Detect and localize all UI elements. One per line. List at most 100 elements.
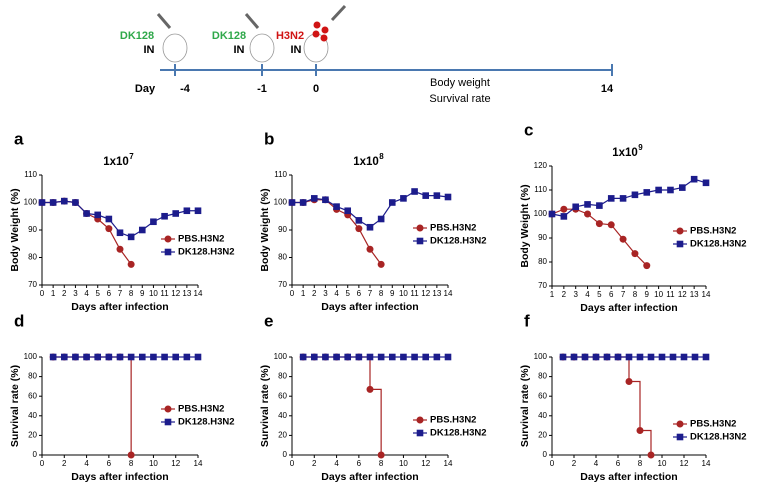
marker: [377, 451, 385, 459]
x-tick-label: 10: [149, 289, 158, 298]
marker: [631, 191, 639, 199]
x-tick-label: 10: [399, 459, 408, 468]
chart-title: 1x10: [103, 156, 129, 168]
route-label: IN: [291, 44, 302, 56]
marker: [614, 353, 622, 361]
marker: [194, 353, 202, 361]
y-tick-label: 80: [538, 372, 547, 381]
marker: [355, 353, 363, 361]
x-tick-label: 0: [290, 459, 295, 468]
marker: [83, 210, 90, 217]
y-tick-label: 100: [534, 352, 548, 361]
y-axis-label: Survival rate (%): [9, 365, 21, 447]
marker: [49, 199, 57, 206]
marker: [344, 207, 352, 215]
panel-chart: f 0 20 40 60 80 100 0 2 4 6 8 10 12 14 Days after infec…: [519, 311, 747, 482]
marker: [310, 353, 318, 361]
y-tick-label: 60: [278, 391, 287, 400]
legend-label: PBS.H3N2: [690, 226, 736, 237]
marker: [116, 353, 124, 361]
panel-chart: d 0 20 40 60 80 100 0 2 4 6 8 10 12 14 Days after infec…: [9, 311, 235, 482]
y-tick-label: 0: [33, 450, 38, 459]
day-value: -4: [180, 83, 191, 95]
marker: [377, 215, 385, 223]
legend-marker: [416, 416, 424, 424]
marker: [581, 353, 589, 361]
timeline: DK128 IN DK128 IN H3N2 IN Day -4 -1 0 14…: [120, 4, 614, 105]
x-tick-label: 6: [357, 459, 362, 468]
x-tick-label: 6: [609, 290, 614, 299]
y-tick-label: 0: [543, 450, 548, 459]
y-tick-label: 80: [278, 253, 287, 262]
y-tick-label: 70: [28, 280, 37, 289]
legend-label: DK128.H3N2: [690, 432, 747, 443]
y-tick-label: 80: [278, 372, 287, 381]
x-tick-label: 14: [444, 289, 453, 298]
y-tick-label: 0: [283, 450, 288, 459]
x-tick-label: 13: [432, 289, 441, 298]
marker: [366, 353, 374, 361]
legend-marker: [416, 224, 424, 232]
marker: [322, 196, 329, 204]
marker: [422, 192, 430, 199]
y-axis-label: Survival rate (%): [519, 365, 531, 447]
x-tick-label: 0: [290, 289, 295, 298]
marker: [669, 353, 677, 361]
legend-marker: [164, 405, 172, 413]
marker: [105, 353, 113, 361]
legend-label: PBS.H3N2: [430, 223, 476, 234]
marker: [355, 217, 363, 224]
y-tick-label: 100: [24, 352, 38, 361]
route-label: IN: [144, 44, 155, 56]
x-tick-label: 5: [345, 289, 350, 298]
step-segment: [120, 356, 132, 455]
marker: [444, 353, 452, 361]
y-tick-label: 110: [274, 170, 287, 179]
x-tick-label: 8: [638, 459, 643, 468]
panel-letter: c: [524, 120, 533, 139]
chart-title: 1x10: [353, 156, 379, 168]
marker: [679, 184, 686, 191]
legend-label: PBS.H3N2: [690, 419, 736, 430]
y-axis-label: Survival rate (%): [259, 365, 271, 447]
x-tick-label: 5: [95, 289, 100, 298]
legend-marker: [676, 420, 684, 428]
marker: [116, 229, 124, 237]
marker: [444, 193, 452, 201]
x-tick-label: 10: [149, 459, 158, 468]
marker: [344, 353, 352, 361]
chart-title-exponent: 9: [638, 143, 643, 152]
marker: [636, 353, 644, 361]
day-value: -1: [257, 83, 267, 95]
marker: [658, 353, 666, 361]
x-tick-label: 6: [107, 459, 112, 468]
x-tick-label: 0: [40, 459, 45, 468]
x-tick-label: 12: [421, 289, 430, 298]
x-tick-label: 6: [107, 289, 112, 298]
marker: [105, 215, 113, 223]
marker: [647, 353, 655, 361]
marker: [690, 175, 698, 183]
y-axis-label: Body Weight (%): [259, 188, 271, 271]
x-tick-label: 12: [680, 459, 689, 468]
x-tick-label: 0: [40, 289, 45, 298]
x-tick-label: 11: [666, 290, 675, 299]
y-tick-label: 70: [278, 280, 287, 289]
marker: [49, 353, 57, 361]
x-tick-label: 3: [73, 289, 78, 298]
x-tick-label: 7: [621, 290, 626, 299]
marker: [83, 353, 90, 361]
marker: [288, 199, 296, 206]
marker: [643, 189, 651, 196]
step-segment: [629, 380, 641, 431]
marker: [150, 218, 157, 226]
day-value: 0: [313, 83, 319, 95]
y-tick-label: 20: [28, 431, 37, 440]
day-label: Day: [135, 83, 156, 95]
legend-label: DK128.H3N2: [430, 236, 487, 247]
panel-chart: e 0 20 40 60 80 100 0 2 4 6 8 10 12 14 Days after infec…: [259, 311, 487, 482]
marker: [433, 353, 441, 361]
x-tick-label: 4: [585, 290, 590, 299]
y-tick-label: 110: [24, 170, 37, 179]
